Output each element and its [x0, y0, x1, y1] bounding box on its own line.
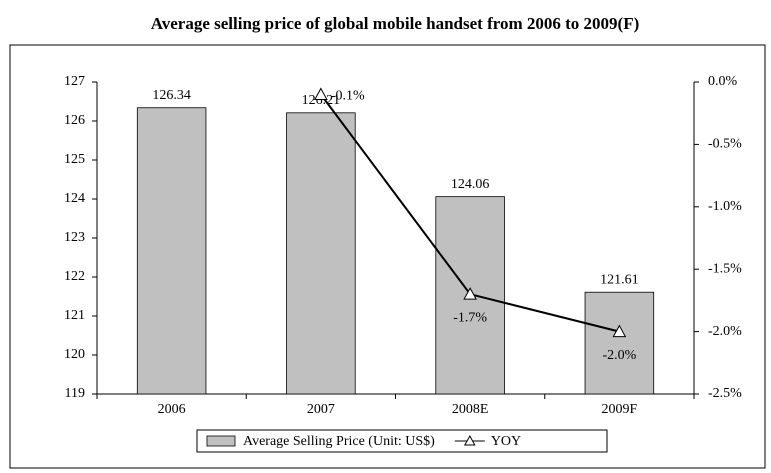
x-tick-label: 2006	[158, 402, 186, 417]
y-tick-label: 121	[64, 308, 85, 323]
legend-label: Average Selling Price (Unit: US$)	[243, 434, 435, 449]
bar-value-label: 124.06	[451, 177, 490, 192]
yoy-value-label: -2.0%	[602, 348, 636, 363]
y2-tick-label: -2.0%	[708, 324, 742, 339]
y-tick-label: 124	[64, 191, 85, 206]
legend-marker	[463, 434, 476, 446]
x-tick-label: 2009F	[601, 402, 637, 417]
chart-title: Average selling price of global mobile h…	[151, 14, 640, 33]
y2-tick-label: 0.0%	[708, 74, 738, 89]
legend-label: YOY	[491, 434, 521, 449]
x-tick-label: 2008E	[452, 402, 489, 417]
x-tick-label: 2007	[307, 402, 335, 417]
y-tick-label: 125	[64, 152, 85, 167]
y2-tick-label: -2.5%	[708, 386, 742, 401]
bar-value-label: 126.34	[152, 88, 191, 103]
yoy-marker	[314, 87, 328, 100]
legend-swatch	[206, 435, 236, 447]
yoy-marker	[612, 324, 627, 338]
bar-value-label: 121.61	[600, 272, 639, 287]
y-tick-label: 126	[64, 113, 85, 128]
yoy-value-label: -0.1%	[331, 89, 365, 104]
bar	[286, 112, 356, 395]
bar-value-label: 126.21	[302, 93, 341, 108]
y2-tick-label: -0.5%	[708, 137, 742, 152]
y2-tick-label: -1.0%	[708, 199, 742, 214]
legend-box	[196, 429, 608, 453]
y-tick-label: 120	[64, 347, 85, 362]
y2-tick-label: -1.5%	[708, 261, 742, 276]
bar	[136, 107, 207, 395]
yoy-marker	[463, 287, 477, 300]
yoy-value-label: -1.7%	[453, 310, 487, 325]
y-tick-label: 122	[64, 269, 85, 284]
chart-frame	[9, 44, 766, 469]
y-tick-label: 127	[64, 74, 85, 89]
y-tick-label: 123	[64, 230, 85, 245]
y-tick-label: 119	[65, 386, 85, 401]
bar	[584, 291, 655, 395]
